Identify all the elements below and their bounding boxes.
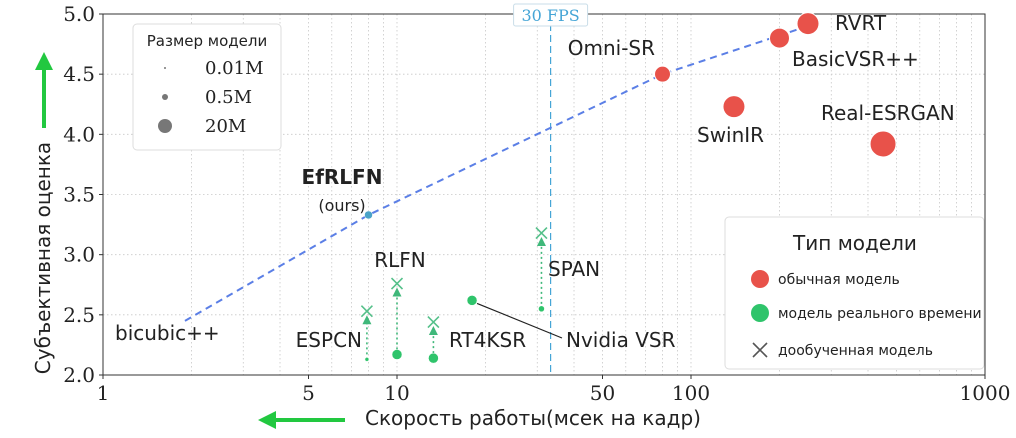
finetuned-cross-marker [390,277,404,290]
label-nvidia-vsr: Nvidia VSR [566,328,676,352]
label-span: SPAN [548,257,600,281]
point-nvidia-vsr [466,295,478,306]
x-tick-label: 100 [672,381,710,405]
point-rvrt [796,12,820,36]
fps-marker: 30 FPS [513,3,589,375]
y-tick-label: 3.5 [63,183,95,207]
finetune-arrowhead [428,326,438,336]
trend-line [184,25,809,322]
type-legend-marker-realtime [751,304,769,322]
finetune-arrowhead [392,287,402,297]
type-legend-box [724,216,985,370]
finetune-arrows [360,226,548,360]
point-espcn [364,357,370,362]
x-tick-label: 5 [302,381,315,405]
x-tick-label: 50 [590,381,615,405]
point-omni-sr [654,65,672,83]
finetuned-cross-marker [535,226,548,240]
size-legend-marker [162,94,168,100]
label-basicvsr: BasicVSR++ [792,47,919,71]
label-bicubic: bicubic++ [115,321,220,345]
y-tick-label: 2.5 [63,303,95,327]
tick-labels: 2.0 2.5 3.0 3.5 4.0 4.5 5.0 1 5 10 50 100 1000 [63,2,1010,405]
trend-polyline [184,25,809,322]
y-tick-label: 2.0 [63,363,95,387]
y-tick-label: 5.0 [63,2,95,26]
label-rvrt: RVRT [835,11,887,35]
type-legend: Тип модели обычная модель модель реального… [724,216,985,370]
size-legend: Размер модели 0.01M 0.5M 20M [132,23,282,151]
y-tick-label: 4.0 [63,122,95,146]
x-tick-label: 1 [97,381,110,405]
type-legend-label: модель реального времени [778,306,982,322]
point-rlfn [391,349,403,360]
label-rlfn: RLFN [374,248,426,272]
x-tick-label: 1000 [960,381,1011,405]
size-legend-label: 20M [205,116,246,137]
y-tick-label: 3.0 [63,243,95,267]
type-legend-title: Тип модели [792,231,917,255]
finetune-arrowhead [362,315,372,325]
point-span [538,305,545,313]
type-legend-label: обычная модель [778,272,900,288]
fps-label-box [513,3,589,27]
type-legend-label: дообученная модель [778,343,933,359]
y-axis-title: Субъективная оценка [31,142,55,374]
size-legend-marker [164,67,166,69]
label-real-esrgan: Real-ESRGAN [821,101,955,125]
finetuned-cross-marker [427,315,440,329]
size-legend-box [132,23,282,151]
label-espcn: ESPCN [296,328,362,352]
nvidia-vsr-leader-line [476,302,563,339]
type-legend-marker-regular [751,270,769,288]
point-swinir [722,95,746,119]
x-axis-title: Скорость работы(мсек на кадр) [365,406,701,430]
size-legend-marker [158,119,172,133]
x-tick-label: 10 [384,381,409,405]
type-legend-marker-finetuned [752,342,768,358]
x-axis-arrow-head [258,411,276,429]
fps-label: 30 FPS [521,6,579,25]
size-legend-label: 0.5M [205,87,252,108]
label-efrlfn-sub: (ours) [318,196,365,215]
y-tick-label: 4.5 [63,62,95,86]
point-efrlfn [364,210,373,220]
axis-titles: Скорость работы(мсек на кадр) Субъективна… [31,52,701,430]
point-rt4ksr [428,352,439,364]
label-efrlfn: EfRLFN [302,165,383,189]
data-points [364,12,897,364]
size-legend-label: 0.01M [205,58,264,79]
point-basicvsr- [769,27,791,49]
label-omni-sr: Omni-SR [568,36,655,60]
finetune-arrowhead [536,237,546,247]
size-legend-title: Размер модели [147,32,267,50]
y-axis-arrow-head [35,52,53,70]
point-labels: RVRT BasicVSR++ Omni-SR SwinIR Real-ESRGAN Ef… [115,11,955,352]
label-swinir: SwinIR [697,123,764,147]
finetuned-cross-marker [360,305,373,318]
label-rt4ksr: RT4KSR [449,328,526,352]
point-real-esrgan [869,130,897,158]
